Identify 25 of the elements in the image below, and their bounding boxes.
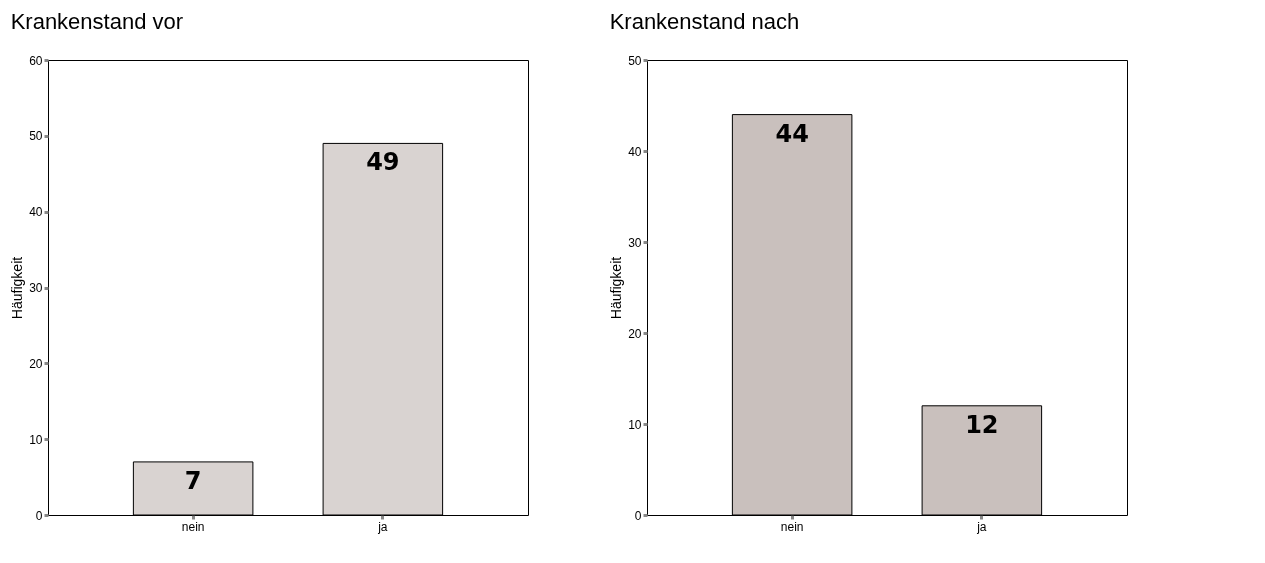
y-tick-label: 50 bbox=[29, 129, 43, 144]
y-tick-label: 30 bbox=[29, 281, 43, 295]
x-tick-label: nein bbox=[780, 519, 804, 534]
y-tick-label: 0 bbox=[35, 508, 43, 523]
chart-title: Krankenstand vor bbox=[10, 9, 184, 34]
y-tick-label: 10 bbox=[628, 417, 642, 432]
y-tick-label: 60 bbox=[29, 53, 43, 68]
y-axis-title: Häufigkeit bbox=[608, 256, 625, 320]
y-tick-label: 40 bbox=[29, 205, 43, 220]
x-tick-label: ja bbox=[377, 519, 388, 534]
y-axis-title: Häufigkeit bbox=[9, 256, 26, 320]
data-label: 12 bbox=[965, 410, 999, 439]
y-tick-label: 0 bbox=[634, 508, 642, 523]
y-tick-label: 20 bbox=[29, 356, 43, 371]
y-tick-label: 50 bbox=[628, 53, 642, 68]
data-label: 44 bbox=[775, 119, 809, 148]
chart-title: Krankenstand nach bbox=[609, 9, 800, 34]
x-tick-label: ja bbox=[976, 519, 987, 534]
y-tick-label: 30 bbox=[628, 235, 642, 250]
y-tick-label: 20 bbox=[628, 326, 642, 341]
y-tick-label: 10 bbox=[29, 432, 43, 447]
data-label: 7 bbox=[184, 466, 202, 495]
y-tick-label: 40 bbox=[628, 144, 642, 159]
x-tick-label: nein bbox=[181, 519, 205, 534]
data-label: 49 bbox=[366, 148, 400, 177]
